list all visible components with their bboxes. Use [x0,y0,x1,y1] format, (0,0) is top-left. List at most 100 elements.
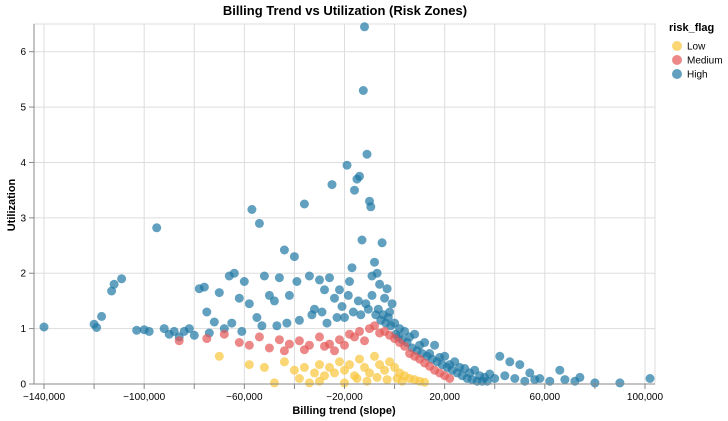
point-high-42 [327,180,337,190]
point-medium-2 [219,329,229,339]
point-high-120 [337,302,347,311]
point-high-40 [320,285,329,295]
point-high-101 [575,372,585,382]
series-high [39,22,655,388]
x-tick-label: −60,000 [226,392,263,403]
point-low-9 [315,360,324,370]
x-tick-label: −20,000 [326,392,363,403]
point-high-127 [367,290,377,300]
point-low-37 [382,375,392,385]
point-high-107 [179,326,189,336]
point-high-17 [209,317,219,327]
point-high-16 [202,307,212,317]
point-high-3 [97,311,107,321]
point-high-41 [325,273,334,283]
x-tick-label: 60,000 [530,392,561,403]
point-low-6 [299,362,309,372]
point-high-108 [189,330,199,340]
point-high-99 [560,375,570,385]
grid [33,23,656,385]
point-high-87 [490,374,500,383]
point-high-0 [39,322,49,332]
point-low-17 [355,354,364,364]
point-low-15 [345,360,354,370]
point-medium-39 [330,346,339,356]
point-low-7 [304,378,314,388]
x-tick-label: −100,000 [123,392,165,403]
point-medium-38 [350,332,359,342]
point-high-44 [335,285,344,295]
point-high-34 [289,252,299,262]
point-high-106 [164,329,174,339]
point-high-115 [294,315,304,325]
point-high-32 [279,245,289,255]
point-high-121 [343,290,353,300]
legend-title: risk_flag [669,22,714,34]
legend: risk_flag Low Medium High [669,22,723,81]
point-high-104 [645,374,655,383]
point-high-52 [357,235,367,245]
point-high-39 [315,275,324,285]
point-high-25 [247,205,257,214]
point-high-47 [345,277,354,286]
x-tick-label: 20,000 [429,392,460,403]
point-high-124 [356,310,366,320]
point-medium-36 [340,340,349,350]
legend-swatch-medium [672,55,682,65]
legend-swatch-high [672,69,682,79]
point-high-57 [366,202,376,212]
point-medium-1 [202,334,212,344]
point-high-105 [144,326,154,336]
point-high-63 [380,293,390,303]
point-high-45 [340,313,349,322]
point-high-35 [292,277,302,286]
point-medium-17 [370,321,379,331]
point-high-6 [117,274,127,284]
point-medium-37 [360,336,369,346]
point-medium-8 [284,339,294,349]
point-high-18 [214,288,224,298]
point-high-26 [252,313,262,322]
point-medium-6 [264,343,274,353]
point-high-102 [590,378,600,388]
point-low-2 [259,362,269,372]
point-high-2 [92,323,102,332]
point-medium-5 [254,332,264,342]
point-high-98 [555,365,565,375]
point-high-30 [269,296,279,306]
point-high-64 [382,284,392,294]
point-high-48 [347,263,357,273]
point-low-31 [294,374,304,383]
point-low-33 [340,378,349,388]
point-low-22 [380,365,390,375]
point-low-34 [352,374,362,383]
point-high-154 [482,376,492,386]
point-medium-35 [320,341,329,351]
point-high-46 [342,160,352,170]
point-high-43 [330,293,339,303]
point-high-90 [505,357,515,367]
point-high-92 [515,360,525,370]
point-high-97 [545,376,555,386]
point-medium-0 [174,336,184,346]
point-high-60 [372,268,382,278]
legend-label-medium: Medium [687,56,723,67]
point-high-134 [386,321,396,331]
y-tick-label: 1 [20,324,26,335]
point-low-20 [370,351,379,361]
point-high-22 [234,293,244,303]
y-tick-label: 2 [20,269,26,280]
point-high-73 [420,338,430,347]
point-medium-23 [400,341,410,351]
point-high-61 [375,279,385,289]
point-high-36 [299,199,309,209]
point-low-19 [365,368,374,378]
point-high-7 [132,325,142,335]
axes: −140,000 −100,000 −60,000 −20,000 20,000 60,0… [20,24,663,403]
point-high-27 [254,218,264,228]
point-high-111 [237,326,247,336]
point-medium-4 [244,340,254,350]
point-high-88 [495,351,505,361]
point-high-54 [358,86,368,95]
